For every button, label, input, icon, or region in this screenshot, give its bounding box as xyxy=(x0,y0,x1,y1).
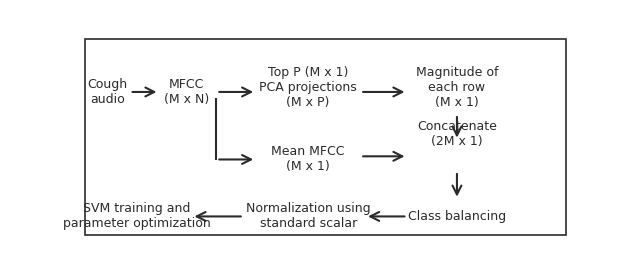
Text: Class balancing: Class balancing xyxy=(408,210,506,223)
Text: Mean MFCC
(M x 1): Mean MFCC (M x 1) xyxy=(271,145,345,173)
Text: SVM training and
parameter optimization: SVM training and parameter optimization xyxy=(63,202,211,230)
Text: Magnitude of
each row
(M x 1): Magnitude of each row (M x 1) xyxy=(416,66,498,109)
Text: MFCC
(M x N): MFCC (M x N) xyxy=(164,78,209,106)
Text: Cough
audio: Cough audio xyxy=(87,78,127,106)
Text: Normalization using
standard scalar: Normalization using standard scalar xyxy=(246,202,371,230)
Text: Top P (M x 1)
PCA projections
(M x P): Top P (M x 1) PCA projections (M x P) xyxy=(259,66,357,109)
Text: Concatenate
(2M x 1): Concatenate (2M x 1) xyxy=(417,120,497,148)
